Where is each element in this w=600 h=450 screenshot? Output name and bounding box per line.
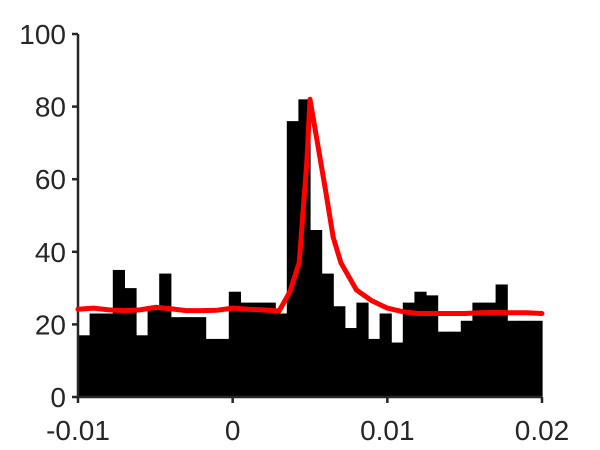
histogram-bar: [78, 335, 91, 397]
histogram-bar: [310, 230, 323, 397]
x-tick-label: 0.01: [360, 415, 415, 446]
x-tick-label: 0.02: [515, 415, 570, 446]
histogram-bar: [240, 302, 253, 397]
histogram-bar: [286, 121, 299, 398]
histogram-bar: [321, 273, 334, 397]
histogram-bar: [402, 302, 415, 397]
histogram-bar: [136, 335, 149, 397]
histogram-bar: [263, 302, 276, 397]
histogram-bar: [89, 313, 102, 397]
histogram-bar: [518, 320, 531, 397]
histogram-bar: [379, 313, 392, 397]
x-tick-label: -0.01: [46, 415, 110, 446]
histogram-bar: [124, 288, 137, 397]
histogram-bar: [159, 273, 172, 397]
y-tick-label: 20: [35, 309, 66, 340]
axes: [76, 34, 542, 399]
histogram-bar: [356, 302, 369, 397]
fit-line: [75, 96, 545, 316]
histogram-bar: [217, 338, 230, 397]
histogram-bars: [78, 99, 543, 398]
histogram-bar: [112, 269, 125, 397]
histogram-bar: [101, 313, 114, 397]
histogram-bar: [344, 328, 357, 397]
histogram-bar: [507, 320, 520, 397]
histogram-bar: [170, 317, 183, 397]
x-tick-label: 0: [225, 415, 241, 446]
histogram-bar: [460, 320, 473, 397]
histogram-bar: [368, 338, 381, 397]
histogram-bar: [437, 331, 450, 397]
histogram-bar: [530, 320, 543, 397]
histogram-bar: [147, 309, 160, 397]
histogram-bar: [252, 302, 265, 397]
y-tick-label: 80: [35, 92, 66, 123]
y-tick-label: 40: [35, 237, 66, 268]
fit-lines: [75, 96, 545, 316]
histogram-bar: [484, 302, 497, 397]
histogram-bar: [472, 302, 485, 397]
histogram-bar: [449, 331, 462, 397]
y-tick-label: 100: [19, 19, 66, 50]
histogram-bar: [414, 291, 427, 397]
y-tick-label: 0: [50, 382, 66, 413]
histogram-bar: [391, 342, 404, 397]
histogram-bar: [194, 317, 207, 397]
histogram-bar: [426, 295, 439, 397]
histogram-bar: [205, 338, 218, 397]
histogram-bar: [275, 313, 288, 397]
y-tick-label: 60: [35, 164, 66, 195]
histogram-bar: [228, 291, 241, 397]
histogram-bar: [182, 317, 195, 397]
histogram-bar: [333, 306, 346, 397]
histogram-bar: [495, 284, 508, 397]
